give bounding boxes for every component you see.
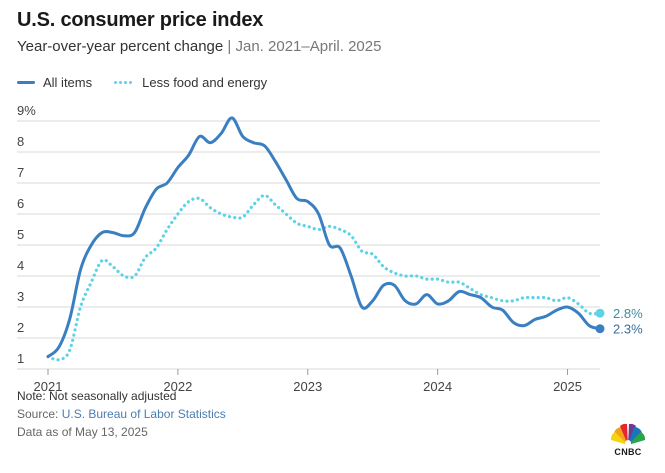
x-tick-label: 2024 <box>423 379 452 394</box>
cnbc-logo: CNBC <box>608 423 648 459</box>
legend-item-all-items: All items <box>17 75 92 90</box>
legend-swatch-solid <box>17 81 35 84</box>
chart-title: U.S. consumer price index <box>17 9 264 31</box>
cnbc-wordmark: CNBC <box>614 447 642 457</box>
x-tick-label: 2022 <box>163 379 192 394</box>
legend-label-all-items: All items <box>43 75 93 90</box>
x-tick-label: 2021 <box>34 379 63 394</box>
footnote: Note: Not seasonally adjusted <box>17 389 177 403</box>
subtitle-main: Year-over-year percent change <box>17 38 224 55</box>
y-tick-label: 7 <box>17 165 24 180</box>
end-label-core: 2.8% <box>613 306 643 321</box>
end-label-all-items: 2.3% <box>613 322 643 337</box>
y-tick-label: 3 <box>17 289 24 304</box>
y-tick-label: 2 <box>17 320 24 335</box>
legend-swatch-dotted <box>114 81 134 84</box>
y-tick-label: 9% <box>17 103 36 118</box>
series-line-core <box>46 193 602 362</box>
subtitle-separator: | <box>227 38 232 55</box>
y-tick-label: 5 <box>17 227 24 242</box>
end-point-all-items <box>595 324 605 334</box>
y-tick-label: 8 <box>17 134 24 149</box>
source-link[interactable]: U.S. Bureau of Labor Statistics <box>61 407 226 421</box>
nbc-peacock-icon <box>610 423 646 446</box>
series-line-all-items <box>46 116 602 359</box>
chart-legend: All items Less food and energy <box>17 75 289 90</box>
y-tick-label: 1 <box>17 351 24 366</box>
x-tick-label: 2023 <box>293 379 322 394</box>
subtitle-date-range: Jan. 2021–April. 2025 <box>235 38 382 55</box>
legend-label-core: Less food and energy <box>142 75 268 90</box>
chart-subtitle: Year-over-year percent change | Jan. 202… <box>17 38 381 55</box>
y-tick-label: 6 <box>17 196 24 211</box>
source-prefix: Source: <box>17 407 62 421</box>
y-tick-label: 4 <box>17 258 24 273</box>
x-tick-label: 2025 <box>553 379 582 394</box>
data-date: Data as of May 13, 2025 <box>17 425 148 439</box>
end-point-core <box>595 308 605 318</box>
legend-item-core: Less food and energy <box>114 75 267 90</box>
source-line: Source: U.S. Bureau of Labor Statistics <box>17 407 226 421</box>
